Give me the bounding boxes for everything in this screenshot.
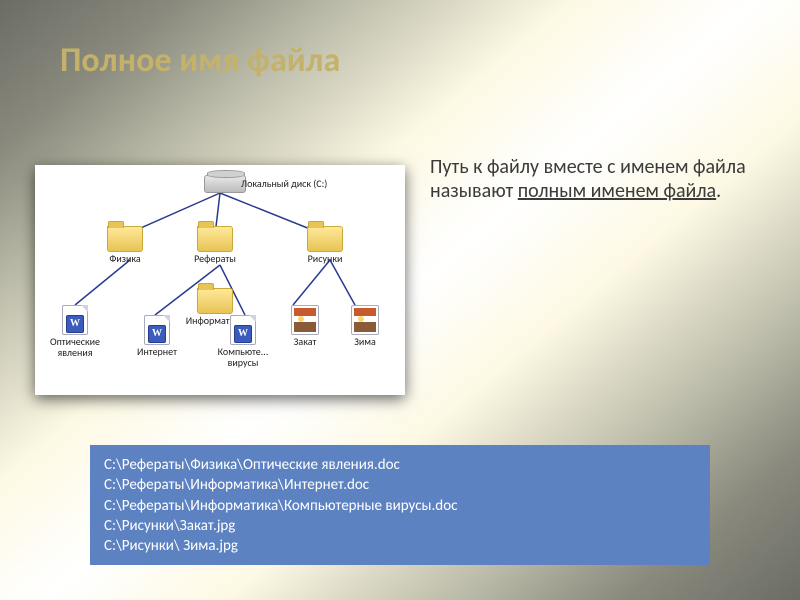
node-risunki: Рисунки (295, 221, 355, 265)
doc-icon: W (62, 305, 88, 335)
folder-icon (197, 226, 233, 252)
node-label: Закат (294, 337, 317, 348)
node-label: Зима (354, 337, 376, 348)
node-fizika: Физика (95, 221, 155, 265)
path-line: C:\Рисунки\Закат.jpg (104, 516, 696, 536)
image-icon (351, 305, 379, 335)
node-zima: Зима (335, 305, 395, 348)
folder-icon (197, 288, 233, 314)
node-label: Локальный диск (C:) (241, 179, 341, 190)
word-w-icon: W (148, 325, 166, 343)
doc-icon: W (230, 315, 256, 345)
node-internet: W Интернет (127, 315, 187, 358)
node-label: Физика (109, 254, 140, 265)
folder-icon (107, 226, 143, 252)
disk-icon (204, 175, 246, 193)
slide: { "title": { "text": "Полное имя файла",… (0, 0, 800, 600)
node-referaty: Рефераты (185, 221, 245, 265)
doc-icon: W (144, 315, 170, 345)
body-suffix: . (716, 179, 721, 203)
word-w-icon: W (234, 325, 252, 343)
node-label: Интернет (137, 347, 177, 358)
node-label: Оптические явления (45, 337, 105, 358)
path-line: C:\Рефераты\Информатика\Компьютерные вир… (104, 496, 696, 516)
path-line: C:\Рефераты\Физика\Оптические явления.do… (104, 455, 696, 475)
node-label: Рефераты (194, 254, 236, 265)
paths-listing: C:\Рефераты\Физика\Оптические явления.do… (90, 445, 710, 565)
node-zakat: Закат (275, 305, 335, 348)
path-line: C:\Рисунки\ Зима.jpg (104, 536, 696, 556)
page-title: Полное имя файла (60, 40, 340, 81)
node-disk: Локальный диск (C:) (195, 175, 255, 193)
path-line: C:\Рефераты\Информатика\Интернет.doc (104, 475, 696, 495)
word-w-icon: W (66, 315, 84, 333)
node-label: Компьюте... вирусы (213, 347, 273, 368)
node-virusy: W Компьюте... вирусы (213, 315, 273, 368)
node-label: Рисунки (308, 254, 343, 265)
body-text: Путь к файлу вместе с именем файла назыв… (430, 155, 760, 203)
image-icon (291, 305, 319, 335)
body-underlined: полным именем файла (518, 179, 716, 203)
folder-icon (307, 226, 343, 252)
file-tree-diagram: Локальный диск (C:) Рефераты Рисунки Физ… (35, 165, 405, 395)
node-opticheskie: W Оптические явления (45, 305, 105, 358)
